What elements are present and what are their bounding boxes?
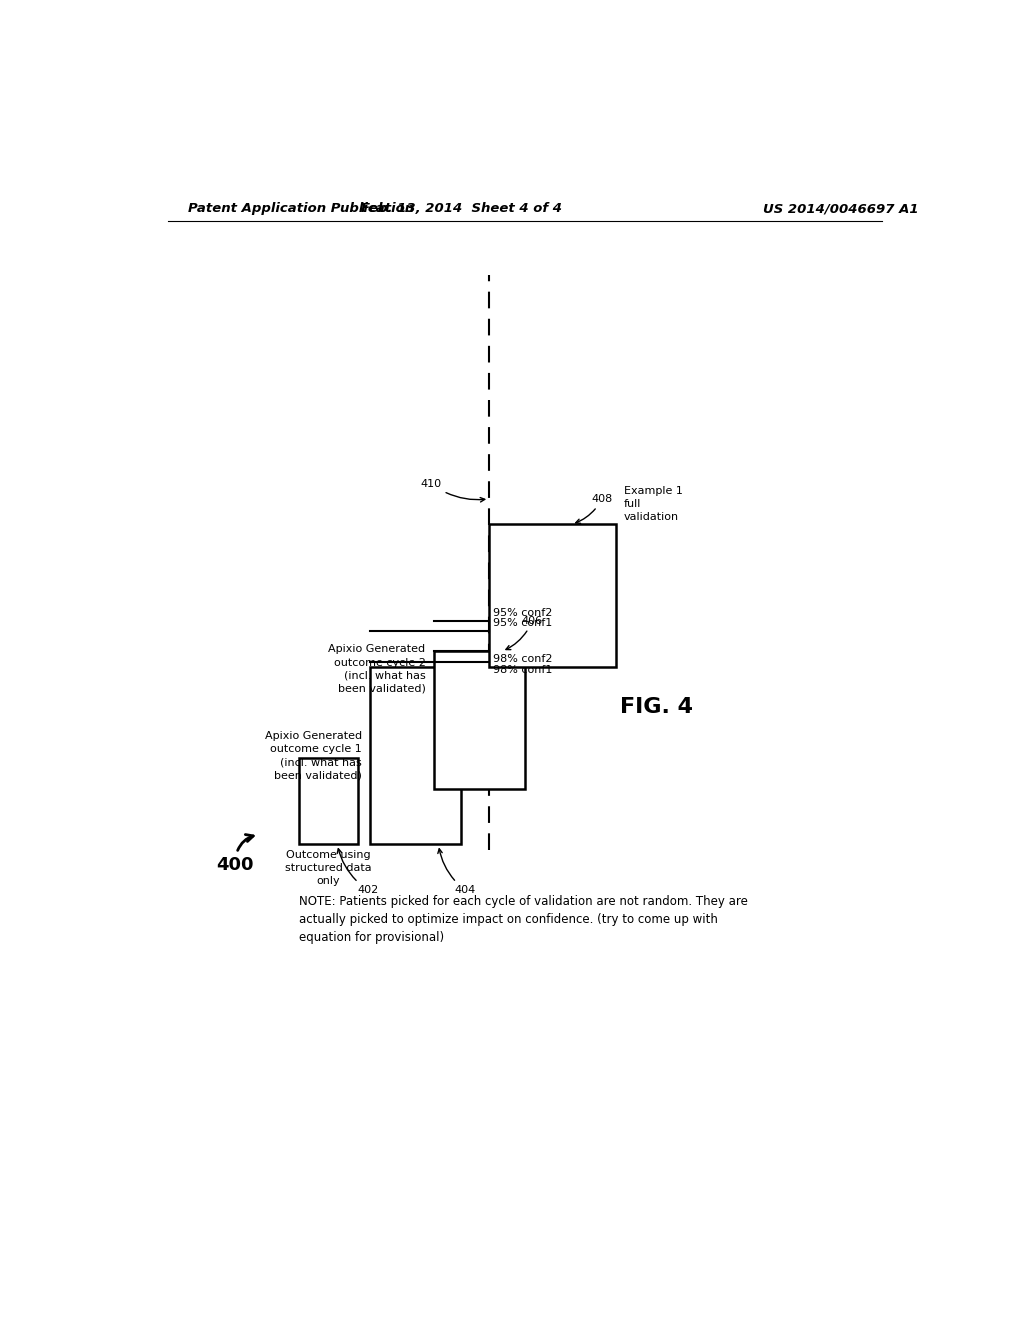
Text: 408: 408 [575, 494, 612, 523]
Text: Feb. 13, 2014  Sheet 4 of 4: Feb. 13, 2014 Sheet 4 of 4 [360, 202, 562, 215]
Text: Patent Application Publication: Patent Application Publication [187, 202, 414, 215]
Text: Apixio Generated
outcome cycle 1
(incl. what has
been validated): Apixio Generated outcome cycle 1 (incl. … [265, 731, 362, 780]
Text: 402: 402 [337, 849, 379, 895]
Text: 95% conf2: 95% conf2 [494, 607, 552, 618]
Bar [370, 667, 461, 845]
Bar [489, 524, 616, 667]
Text: 410: 410 [420, 479, 484, 502]
Text: 98% conf2: 98% conf2 [494, 655, 553, 664]
Text: 98% conf1: 98% conf1 [494, 664, 552, 675]
Text: Outcome using
structured data
only: Outcome using structured data only [285, 850, 372, 886]
Text: FIG. 4: FIG. 4 [620, 697, 693, 717]
Bar [299, 758, 358, 845]
Text: 400: 400 [216, 834, 254, 874]
Text: US 2014/0046697 A1: US 2014/0046697 A1 [763, 202, 919, 215]
Text: 404: 404 [438, 849, 475, 895]
Text: 406: 406 [506, 616, 543, 649]
Bar [433, 651, 524, 788]
Text: 95% conf1: 95% conf1 [494, 618, 552, 628]
Text: NOTE: Patients picked for each cycle of validation are not random. They are
actu: NOTE: Patients picked for each cycle of … [299, 895, 748, 944]
Text: Apixio Generated
outcome cycle 2
(incl. what has
been validated): Apixio Generated outcome cycle 2 (incl. … [329, 644, 426, 694]
Text: Example 1
full
validation: Example 1 full validation [624, 486, 683, 523]
